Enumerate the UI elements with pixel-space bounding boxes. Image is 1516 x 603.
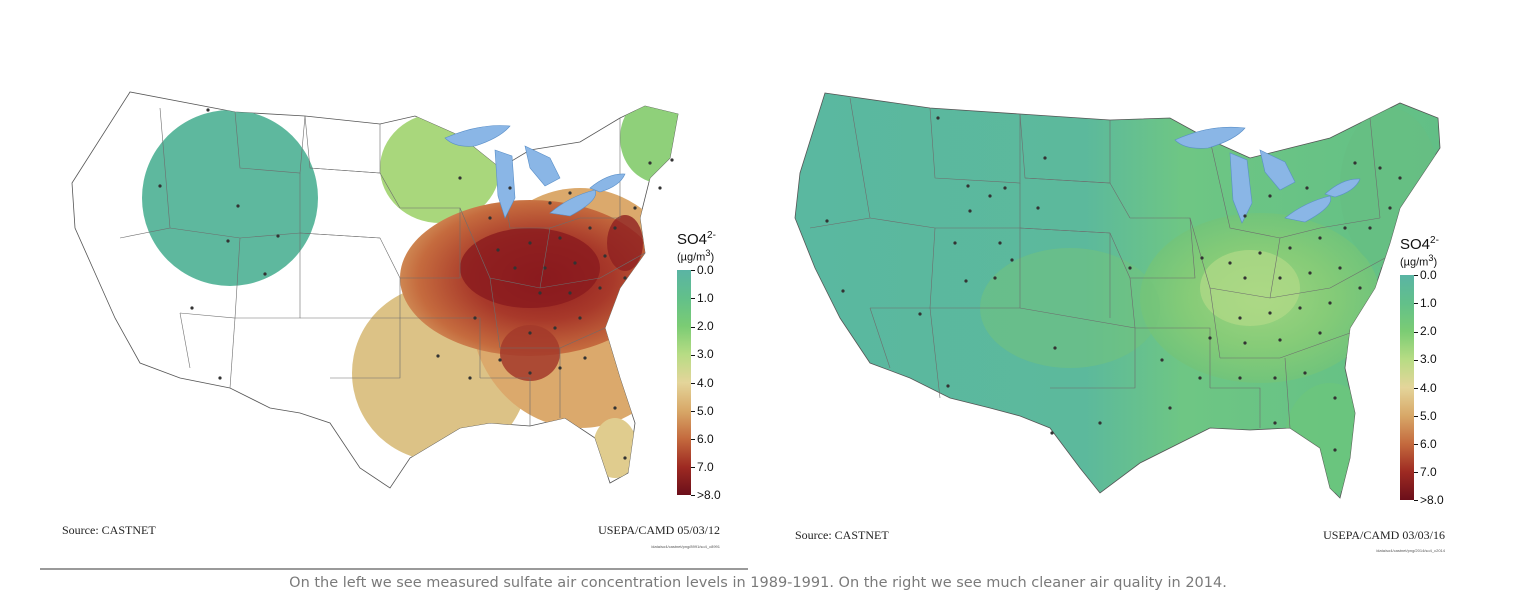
legend-1989-1991: SO42- (µg/m3) 0.0 1.0 2.0 3.0 4.0 5.0 6.0 7.0 >8…	[677, 228, 767, 501]
legend-tick-label: 0.0	[691, 264, 714, 276]
legend-tick-label: 7.0	[691, 461, 714, 473]
map-panel-2014: SO42- (µg/m3) 0.0 1.0 2.0 3.0 4.0 5.0 6.0 7.0 >8…	[790, 78, 1470, 558]
caption-divider	[40, 568, 748, 570]
legend-tick-label: 4.0	[1414, 382, 1437, 394]
file-reference: /data/so4/castnet/png/8991/so4_c8991	[651, 544, 720, 549]
monitoring-sites	[158, 108, 674, 460]
legend-color-bar	[677, 270, 691, 495]
legend-tick-label: 5.0	[1414, 410, 1437, 422]
great-lakes	[1174, 126, 1361, 224]
caption: On the left we see measured sulfate air …	[289, 575, 1227, 591]
state-borders	[119, 107, 646, 426]
legend-tick-label: 3.0	[691, 348, 714, 360]
legend-tick-label: 6.0	[1414, 438, 1437, 450]
credit-label: USEPA/CAMD 05/03/12	[598, 523, 720, 537]
legend-tick-label: 5.0	[691, 405, 714, 417]
legend-tick-label: 1.0	[691, 292, 714, 304]
legend-title: SO42-	[677, 230, 716, 248]
credit-label: USEPA/CAMD 03/03/16	[1323, 528, 1445, 542]
monitoring-sites	[825, 116, 1402, 452]
legend-title: SO42-	[1400, 235, 1439, 253]
legend-tick-label: 0.0	[1414, 269, 1437, 281]
great-lakes	[444, 125, 626, 219]
legend-units: (µg/m3)	[1400, 253, 1438, 269]
legend-tick-label: >8.0	[691, 489, 721, 501]
legend-tick-label: 6.0	[691, 433, 714, 445]
legend-units: (µg/m3)	[677, 248, 715, 264]
file-reference: /data/so4/castnet/png/2014/so4_c2014	[1376, 548, 1445, 553]
legend-tick-label: 1.0	[1414, 297, 1437, 309]
legend-tick-label: 2.0	[691, 320, 714, 332]
legend-tick-label: 3.0	[1414, 353, 1437, 365]
sulfate-map-2014	[794, 92, 1441, 499]
source-label: Source: CASTNET	[795, 528, 889, 542]
legend-tick-label: 4.0	[691, 377, 714, 389]
legend-color-bar	[1400, 275, 1414, 500]
source-label: Source: CASTNET	[62, 523, 156, 537]
legend-tick-label: 7.0	[1414, 466, 1437, 478]
legend-tick-label: >8.0	[1414, 494, 1444, 506]
map-panel-1989-1991: SO42- (µg/m3) 0.0 1.0 2.0 3.0 4.0 5.0 6.0 7.0 >8…	[60, 78, 740, 558]
concentration-surface-2014	[980, 108, 1440, 493]
state-borders	[809, 97, 1386, 429]
legend-2014: SO42- (µg/m3) 0.0 1.0 2.0 3.0 4.0 5.0 6.0 7.0 >8…	[1400, 233, 1490, 506]
sulfate-map-1989-1991	[71, 91, 679, 489]
legend-tick-label: 2.0	[1414, 325, 1437, 337]
